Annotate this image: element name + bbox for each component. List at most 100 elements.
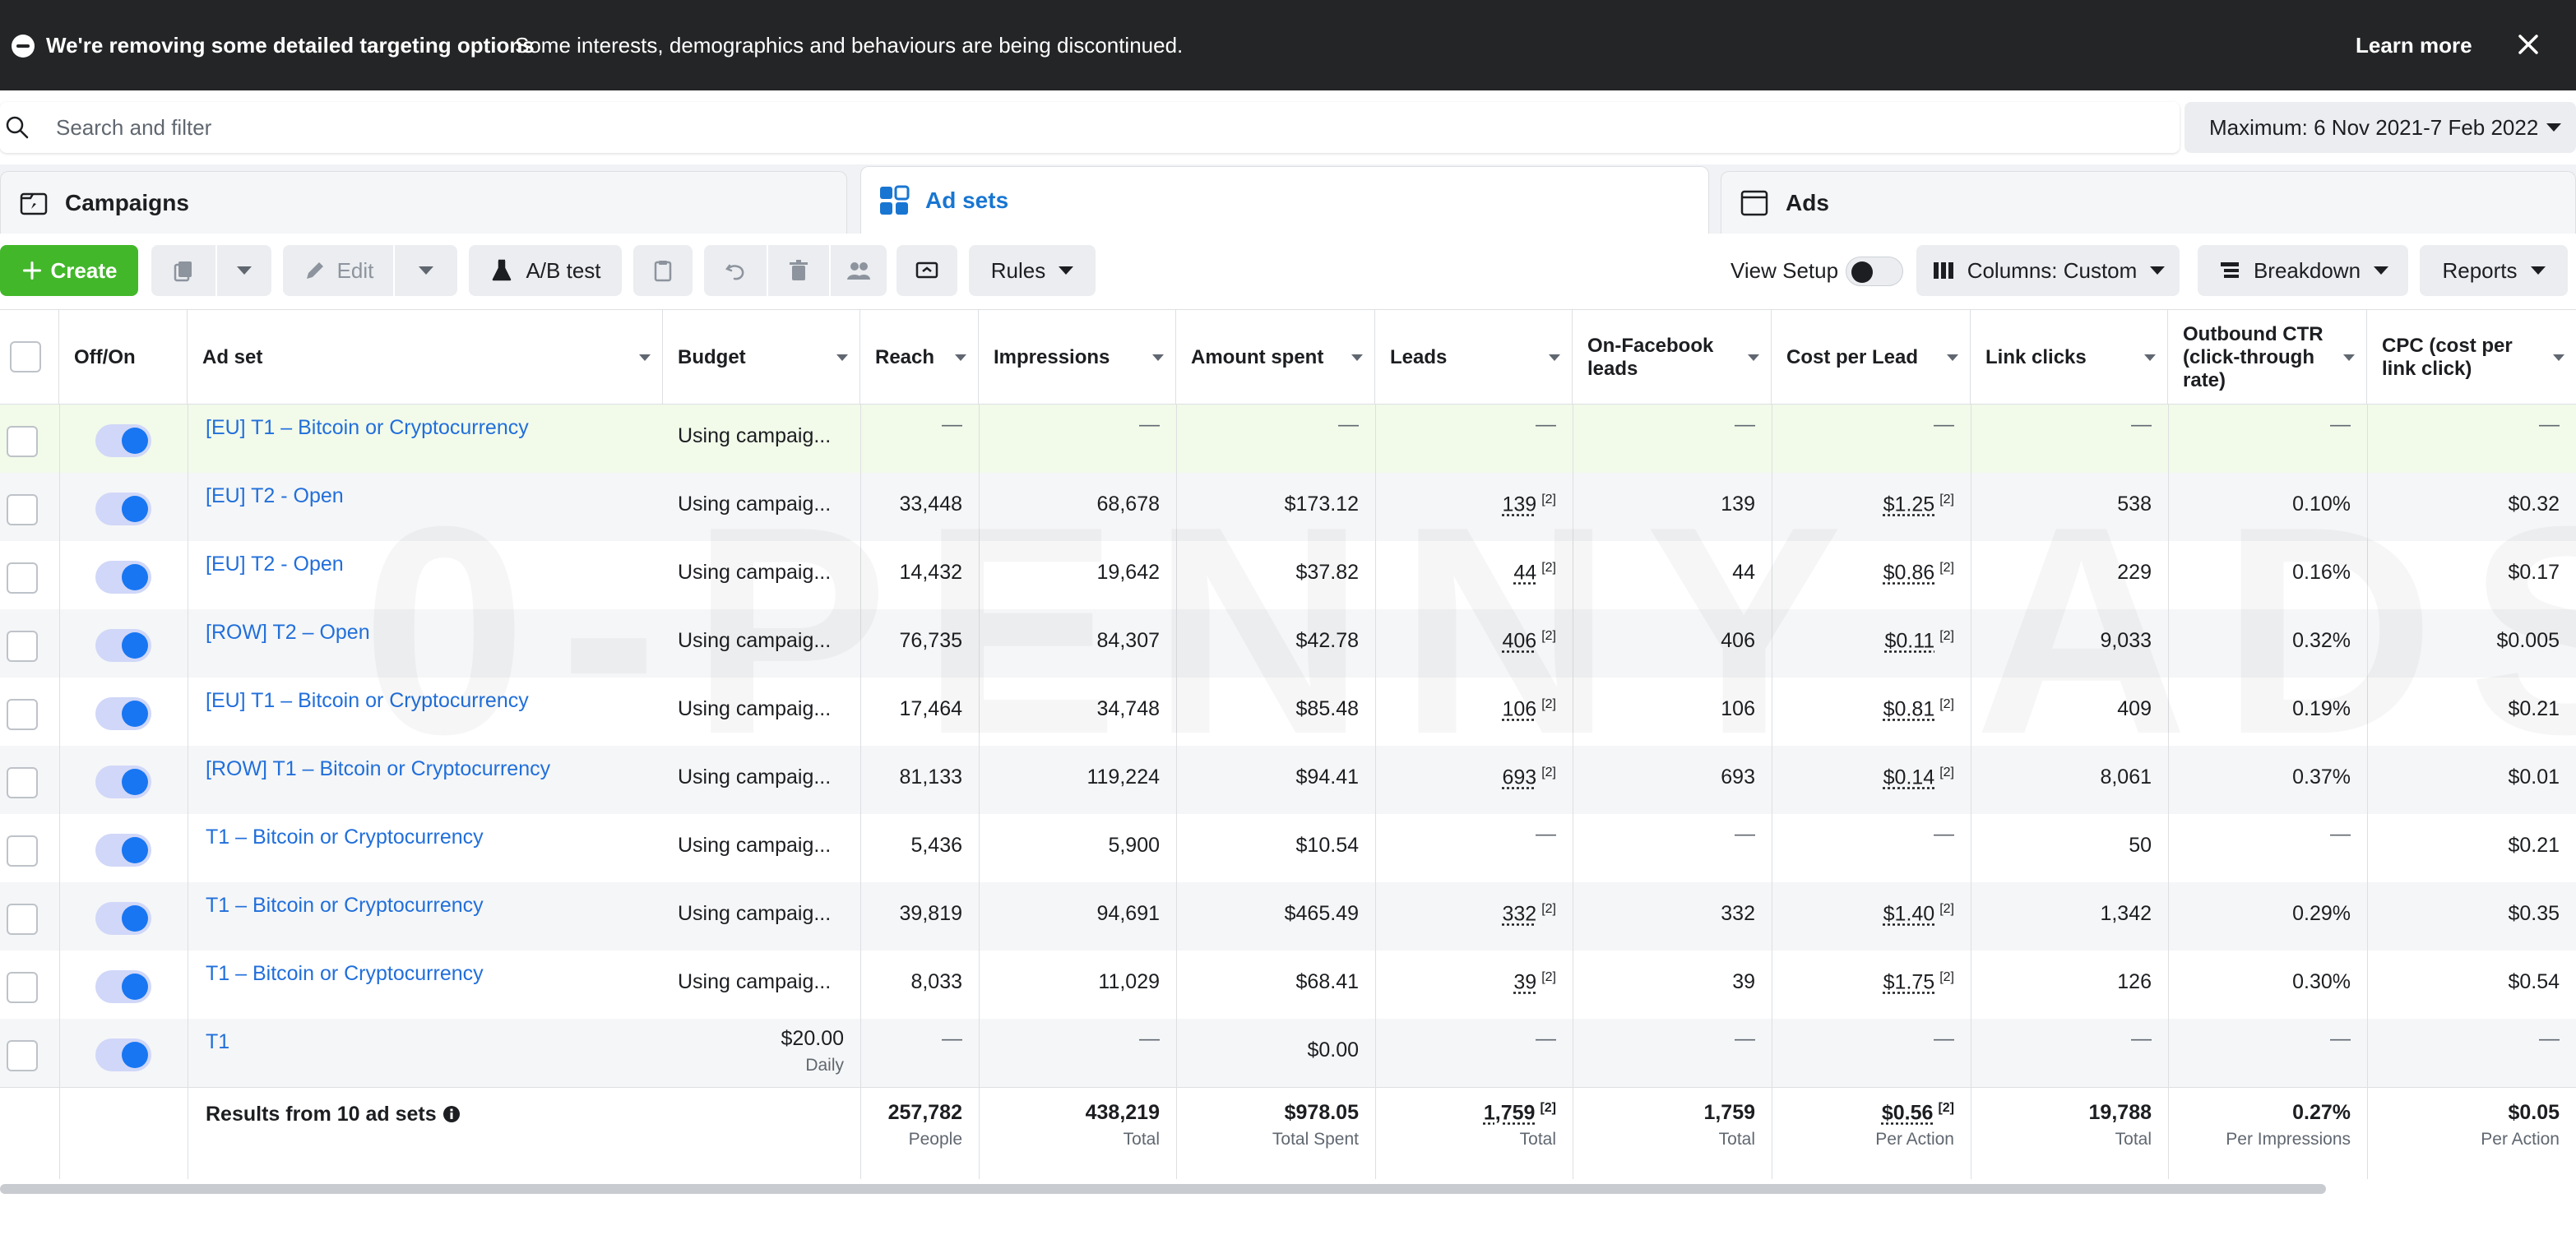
learn-more-link[interactable]: Learn more <box>2356 33 2472 58</box>
ab-test-button[interactable]: A/B test <box>469 245 622 296</box>
ad-set-name-link[interactable]: T1 <box>206 1030 230 1053</box>
leads-value[interactable]: 693 <box>1502 766 1537 789</box>
reports-button[interactable]: Reports <box>2420 245 2568 296</box>
leads-value[interactable]: 106 <box>1502 697 1537 721</box>
column-budget[interactable]: Budget <box>663 310 860 405</box>
column-link-clicks[interactable]: Link clicks <box>1971 310 2168 405</box>
ad-set-toggle[interactable] <box>95 834 151 867</box>
row-checkbox[interactable] <box>7 562 38 594</box>
info-icon[interactable] <box>442 1105 461 1123</box>
table-row[interactable]: T1 – Bitcoin or Cryptocurrency Using camp… <box>0 882 2576 951</box>
ad-set-toggle[interactable] <box>95 561 151 594</box>
row-checkbox[interactable] <box>7 767 38 798</box>
tab-ads[interactable]: Ads <box>1721 171 2576 234</box>
leads-value[interactable]: 39 <box>1513 970 1537 994</box>
column-ad-set[interactable]: Ad set <box>188 310 663 405</box>
column-reach[interactable]: Reach <box>860 310 979 405</box>
preview-button[interactable] <box>897 245 957 296</box>
cpl-cell: — <box>1772 814 1971 882</box>
row-checkbox[interactable] <box>7 835 38 867</box>
delete-button[interactable] <box>768 245 829 296</box>
ad-set-toggle[interactable] <box>95 493 151 525</box>
ad-set-name-link[interactable]: [ROW] T1 – Bitcoin or Cryptocurrency <box>206 757 551 780</box>
ad-set-toggle[interactable] <box>95 1038 151 1071</box>
leads-value[interactable]: 139 <box>1502 493 1537 516</box>
tab-ad-sets[interactable]: Ad sets <box>860 166 1709 234</box>
cpl-value[interactable]: $0.11 <box>1884 629 1935 653</box>
column-cpc[interactable]: CPC (cost per link click) <box>2367 310 2576 405</box>
table-row[interactable]: T1 $20.00 Daily — — $0.00 — — — — — — <box>0 1019 2576 1087</box>
column-on-facebook-leads[interactable]: On-Facebook leads <box>1573 310 1772 405</box>
tab-campaigns[interactable]: Campaigns <box>0 171 847 234</box>
table-row[interactable]: [ROW] T2 – Open Using campaig... 76,735 84,… <box>0 609 2576 678</box>
row-checkbox[interactable] <box>7 631 38 662</box>
ad-set-toggle[interactable] <box>95 766 151 798</box>
column-cost-per-lead[interactable]: Cost per Lead <box>1772 310 1971 405</box>
edit-button[interactable]: Edit <box>283 245 393 296</box>
ad-set-name-link[interactable]: [EU] T1 – Bitcoin or Cryptocurrency <box>206 416 529 439</box>
row-checkbox[interactable] <box>7 699 38 730</box>
reach-cell: 81,133 <box>860 746 979 814</box>
total-leads-value[interactable]: 1,759 <box>1483 1101 1536 1125</box>
column-off-on[interactable]: Off/On <box>59 310 188 405</box>
row-checkbox[interactable] <box>7 904 38 935</box>
table-row[interactable]: [EU] T1 – Bitcoin or Cryptocurrency Using… <box>0 678 2576 746</box>
table-row[interactable]: [ROW] T1 – Bitcoin or Cryptocurrency Usin… <box>0 746 2576 814</box>
total-cpl-value[interactable]: $0.56 <box>1881 1101 1934 1125</box>
ad-set-name-link[interactable]: [EU] T1 – Bitcoin or Cryptocurrency <box>206 689 529 712</box>
columns-button[interactable]: Columns: Custom <box>1916 245 2180 296</box>
undo-button[interactable] <box>704 245 767 296</box>
ad-set-toggle[interactable] <box>95 424 151 457</box>
ad-set-name-link[interactable]: T1 – Bitcoin or Cryptocurrency <box>206 826 484 849</box>
rules-button[interactable]: Rules <box>969 245 1096 296</box>
duplicate-button[interactable] <box>151 245 215 296</box>
leads-value[interactable]: 406 <box>1502 629 1537 653</box>
cpl-value[interactable]: $0.81 <box>1883 697 1935 721</box>
ad-set-name-link[interactable]: [ROW] T2 – Open <box>206 621 370 644</box>
ad-set-toggle[interactable] <box>95 629 151 662</box>
edit-dropdown-button[interactable] <box>395 245 457 296</box>
ad-set-toggle[interactable] <box>95 697 151 730</box>
table-row[interactable]: T1 – Bitcoin or Cryptocurrency Using camp… <box>0 951 2576 1019</box>
leads-value[interactable]: 44 <box>1513 561 1537 585</box>
row-checkbox[interactable] <box>7 972 38 1003</box>
leads-value[interactable]: 332 <box>1502 902 1537 926</box>
ad-set-name-link[interactable]: T1 – Bitcoin or Cryptocurrency <box>206 894 484 917</box>
close-icon[interactable] <box>2513 30 2543 59</box>
cpl-value[interactable]: $1.40 <box>1883 902 1935 926</box>
breakdown-button[interactable]: Breakdown <box>2198 245 2408 296</box>
horizontal-scrollbar[interactable] <box>0 1184 2326 1194</box>
view-setup-toggle[interactable] <box>1846 257 1903 286</box>
create-button[interactable]: Create <box>0 245 138 296</box>
column-leads[interactable]: Leads <box>1375 310 1573 405</box>
table-row[interactable]: [EU] T1 – Bitcoin or Cryptocurrency Using… <box>0 405 2576 473</box>
column-outbound-ctr[interactable]: Outbound CTR (click-through rate) <box>2168 310 2367 405</box>
row-checkbox[interactable] <box>7 494 38 525</box>
cpl-value[interactable]: $1.25 <box>1883 493 1935 516</box>
select-all-checkbox[interactable] <box>10 341 41 372</box>
column-amount-spent[interactable]: Amount spent <box>1176 310 1375 405</box>
row-checkbox[interactable] <box>7 1040 38 1071</box>
ad-set-toggle[interactable] <box>95 970 151 1003</box>
clipboard-button[interactable] <box>633 245 693 296</box>
duplicate-dropdown-button[interactable] <box>217 245 271 296</box>
audience-button[interactable] <box>831 245 887 296</box>
cpl-value[interactable]: $0.86 <box>1883 561 1935 585</box>
ad-set-name-link[interactable]: [EU] T2 - Open <box>206 553 344 576</box>
row-checkbox[interactable] <box>7 426 38 457</box>
search-input[interactable] <box>54 112 2110 143</box>
impressions-cell: 84,307 <box>979 609 1176 678</box>
ad-set-name-link[interactable]: T1 – Bitcoin or Cryptocurrency <box>206 962 484 985</box>
ad-set-toggle[interactable] <box>95 902 151 935</box>
table-row[interactable]: T1 – Bitcoin or Cryptocurrency Using camp… <box>0 814 2576 882</box>
cpl-value[interactable]: $1.75 <box>1883 970 1935 994</box>
table-row[interactable]: [EU] T2 - Open Using campaig... 33,448 68,6… <box>0 473 2576 541</box>
ad-set-name-link[interactable]: [EU] T2 - Open <box>206 484 344 507</box>
cpl-value[interactable]: $0.14 <box>1883 766 1935 789</box>
preview-icon <box>915 261 938 279</box>
column-impressions[interactable]: Impressions <box>979 310 1176 405</box>
date-range-picker[interactable]: Maximum: 6 Nov 2021-7 Feb 2022 <box>2185 102 2576 153</box>
empty-value: — <box>2330 822 2351 845</box>
search-bar <box>0 102 2180 153</box>
table-row[interactable]: [EU] T2 - Open Using campaig... 14,432 19,6… <box>0 541 2576 609</box>
